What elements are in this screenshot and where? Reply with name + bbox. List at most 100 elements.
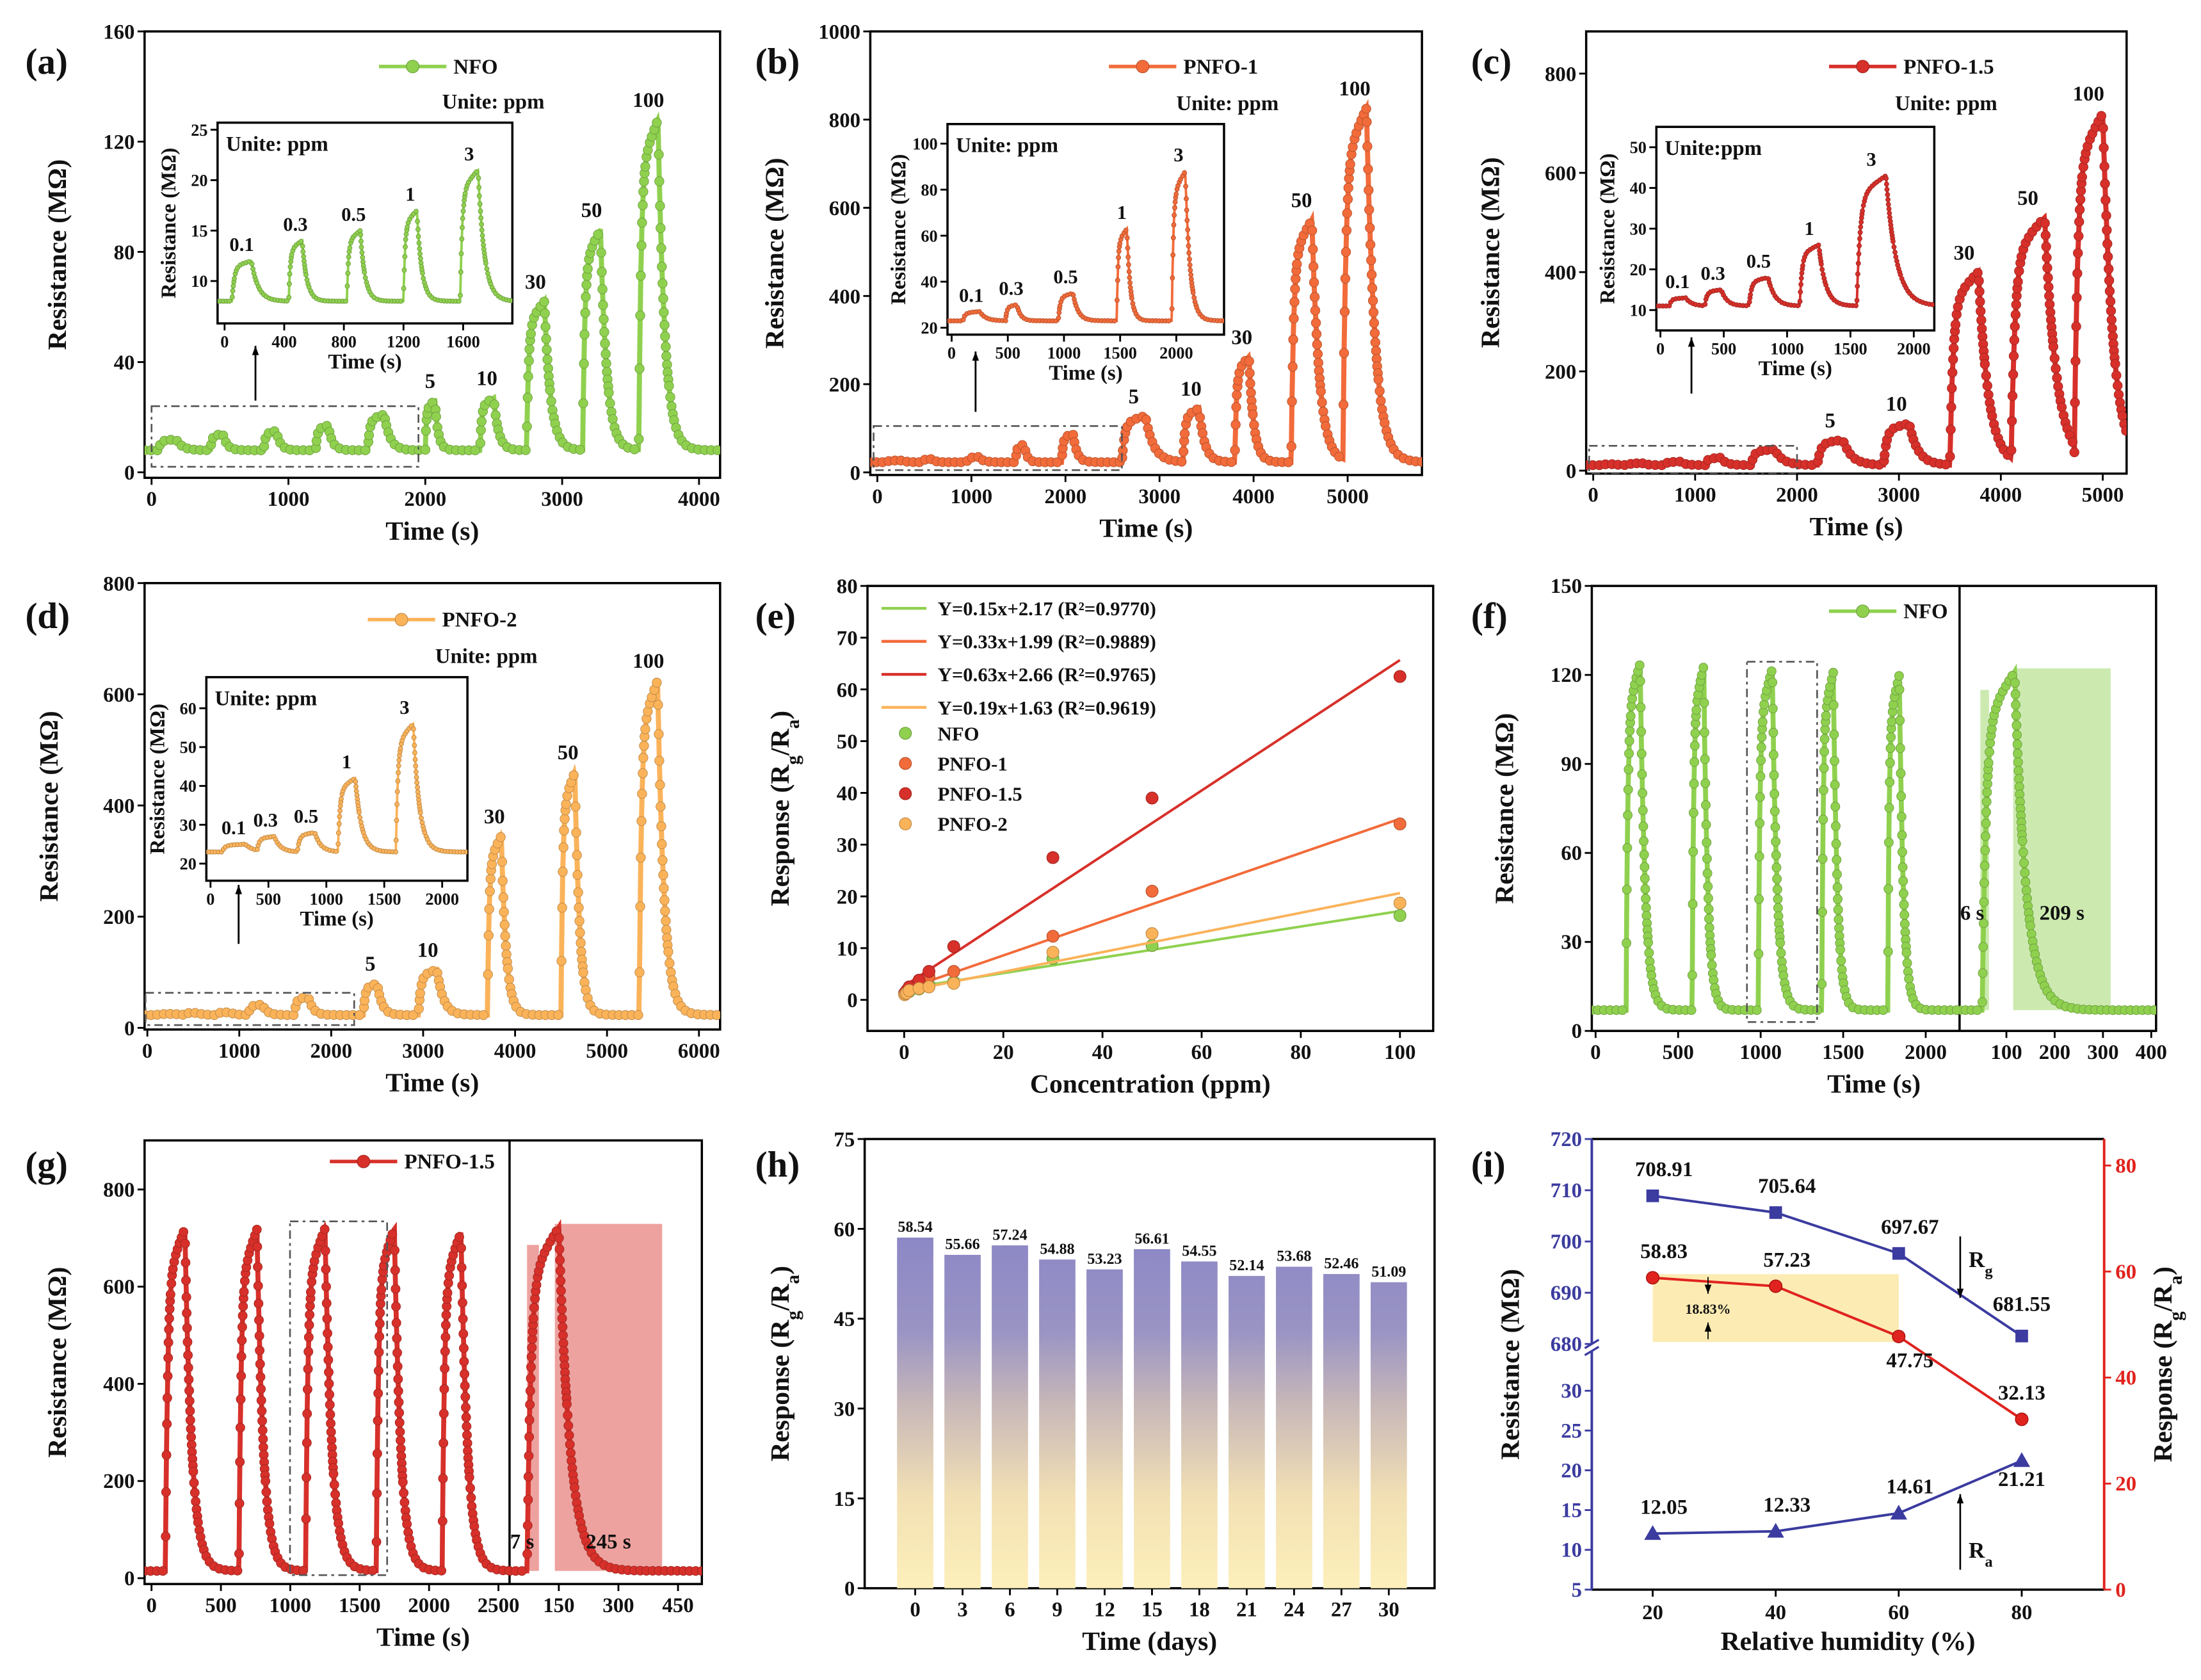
data-marker bbox=[1880, 449, 1890, 460]
data-marker bbox=[477, 201, 483, 207]
data-marker bbox=[287, 264, 293, 270]
data-marker bbox=[320, 1246, 330, 1256]
data-marker bbox=[659, 895, 670, 905]
data-point bbox=[1892, 1329, 1906, 1343]
data-marker bbox=[1885, 202, 1891, 207]
inset: 0 500 1000 1500 2000 20 30 40 50 60 Time (s) Resist… bbox=[147, 675, 469, 931]
data-marker bbox=[1636, 748, 1647, 759]
x-tick-label: 0 bbox=[146, 1594, 156, 1617]
data-marker bbox=[1700, 800, 1711, 810]
y-tick-label: 15 bbox=[1561, 1499, 1582, 1522]
data-marker bbox=[1946, 402, 1956, 412]
data-marker bbox=[302, 1409, 312, 1419]
unit-note: Unite: ppm bbox=[435, 645, 538, 668]
legend-label: PNFO-1.5 bbox=[938, 784, 1022, 805]
data-marker bbox=[1772, 884, 1782, 894]
series-line bbox=[1652, 1276, 2023, 1421]
data-marker bbox=[1373, 375, 1383, 385]
data-marker bbox=[1768, 750, 1778, 760]
data-marker bbox=[1940, 459, 1951, 470]
y-tick-label: 0 bbox=[1572, 1020, 1582, 1043]
data-marker bbox=[394, 818, 399, 823]
data-marker bbox=[1948, 343, 1959, 353]
data-series bbox=[144, 111, 720, 456]
y-tick-label: 600 bbox=[103, 684, 134, 707]
legend-label: NFO bbox=[453, 56, 497, 79]
data-marker bbox=[458, 1329, 469, 1339]
x-tick-label: 0 bbox=[1656, 339, 1665, 358]
data-marker bbox=[1307, 225, 1318, 236]
data-marker bbox=[474, 169, 480, 175]
data-marker bbox=[1115, 264, 1121, 270]
x-tick-label: 0 bbox=[1590, 1041, 1600, 1064]
data-marker bbox=[1979, 878, 1989, 888]
concentration-label: 30 bbox=[1231, 327, 1252, 350]
data-marker bbox=[302, 1384, 312, 1394]
data-marker bbox=[523, 371, 533, 382]
legend-label: PNFO-1.5 bbox=[1903, 56, 1994, 79]
data-marker bbox=[581, 292, 591, 302]
data-marker bbox=[525, 1400, 535, 1410]
data-marker bbox=[1687, 970, 1697, 980]
data-marker bbox=[1639, 836, 1649, 846]
bar bbox=[1086, 1269, 1123, 1588]
data-marker bbox=[1230, 419, 1241, 430]
data-marker bbox=[163, 1371, 173, 1381]
data-marker bbox=[464, 849, 468, 855]
data-marker bbox=[1770, 789, 1780, 799]
data-marker bbox=[1366, 255, 1376, 266]
data-point bbox=[1145, 791, 1159, 805]
data-marker bbox=[157, 1566, 168, 1576]
concentration-label: 0.5 bbox=[294, 805, 318, 827]
data-point bbox=[1046, 851, 1060, 864]
bar-value-label: 53.23 bbox=[1087, 1251, 1122, 1268]
x-tick-label: 400 bbox=[2136, 1041, 2167, 1064]
data-marker bbox=[394, 1418, 405, 1428]
right-y-tick-label: 20 bbox=[2115, 1473, 2136, 1496]
data-marker bbox=[1644, 948, 1654, 958]
data-marker bbox=[1892, 250, 1898, 255]
y-axis-title: Resistance (MΩ) bbox=[35, 711, 64, 901]
bar bbox=[1370, 1282, 1407, 1588]
legend-marker bbox=[357, 1154, 371, 1168]
data-marker bbox=[413, 209, 419, 214]
zoom-region-box bbox=[144, 992, 355, 1026]
data-marker bbox=[1819, 734, 1830, 744]
data-marker bbox=[1768, 727, 1778, 738]
concentration-label: 5 bbox=[425, 370, 435, 393]
concentration-label: 1 bbox=[405, 183, 415, 205]
data-marker bbox=[304, 1320, 314, 1330]
data-marker bbox=[1947, 383, 1957, 394]
data-marker bbox=[1819, 266, 1825, 272]
data-marker bbox=[1853, 303, 1859, 309]
data-marker bbox=[458, 1343, 469, 1353]
inset-title: Unite: ppm bbox=[214, 688, 317, 711]
data-marker bbox=[503, 964, 513, 974]
data-marker bbox=[412, 743, 417, 748]
legend-label: PNFO-1 bbox=[1183, 56, 1258, 79]
data-marker bbox=[1125, 262, 1131, 268]
data-marker bbox=[489, 400, 499, 410]
data-marker bbox=[1980, 831, 1990, 841]
data-marker bbox=[344, 283, 350, 289]
x-tick-label: 24 bbox=[1284, 1599, 1305, 1622]
data-series bbox=[1586, 111, 2127, 471]
data-marker bbox=[393, 849, 399, 855]
data-marker bbox=[1831, 821, 1841, 831]
legend-fit-label: Y=0.33x+1.99 (R²=0.9889) bbox=[938, 631, 1156, 653]
bar bbox=[1181, 1261, 1218, 1588]
data-marker bbox=[561, 799, 571, 809]
x-axis-title: Time (s) bbox=[1827, 1070, 1921, 1099]
data-marker bbox=[1126, 269, 1132, 275]
bar bbox=[992, 1245, 1028, 1588]
data-marker bbox=[1704, 914, 1714, 924]
data-marker bbox=[1977, 997, 1987, 1007]
data-marker bbox=[337, 808, 343, 814]
data-marker bbox=[1187, 256, 1192, 262]
data-marker bbox=[1309, 292, 1320, 302]
data-marker bbox=[398, 1477, 408, 1487]
data-marker bbox=[257, 1425, 268, 1435]
concentration-label: 0.1 bbox=[959, 284, 983, 306]
inset-title: Unite: ppm bbox=[956, 134, 1058, 158]
data-marker bbox=[460, 216, 465, 222]
